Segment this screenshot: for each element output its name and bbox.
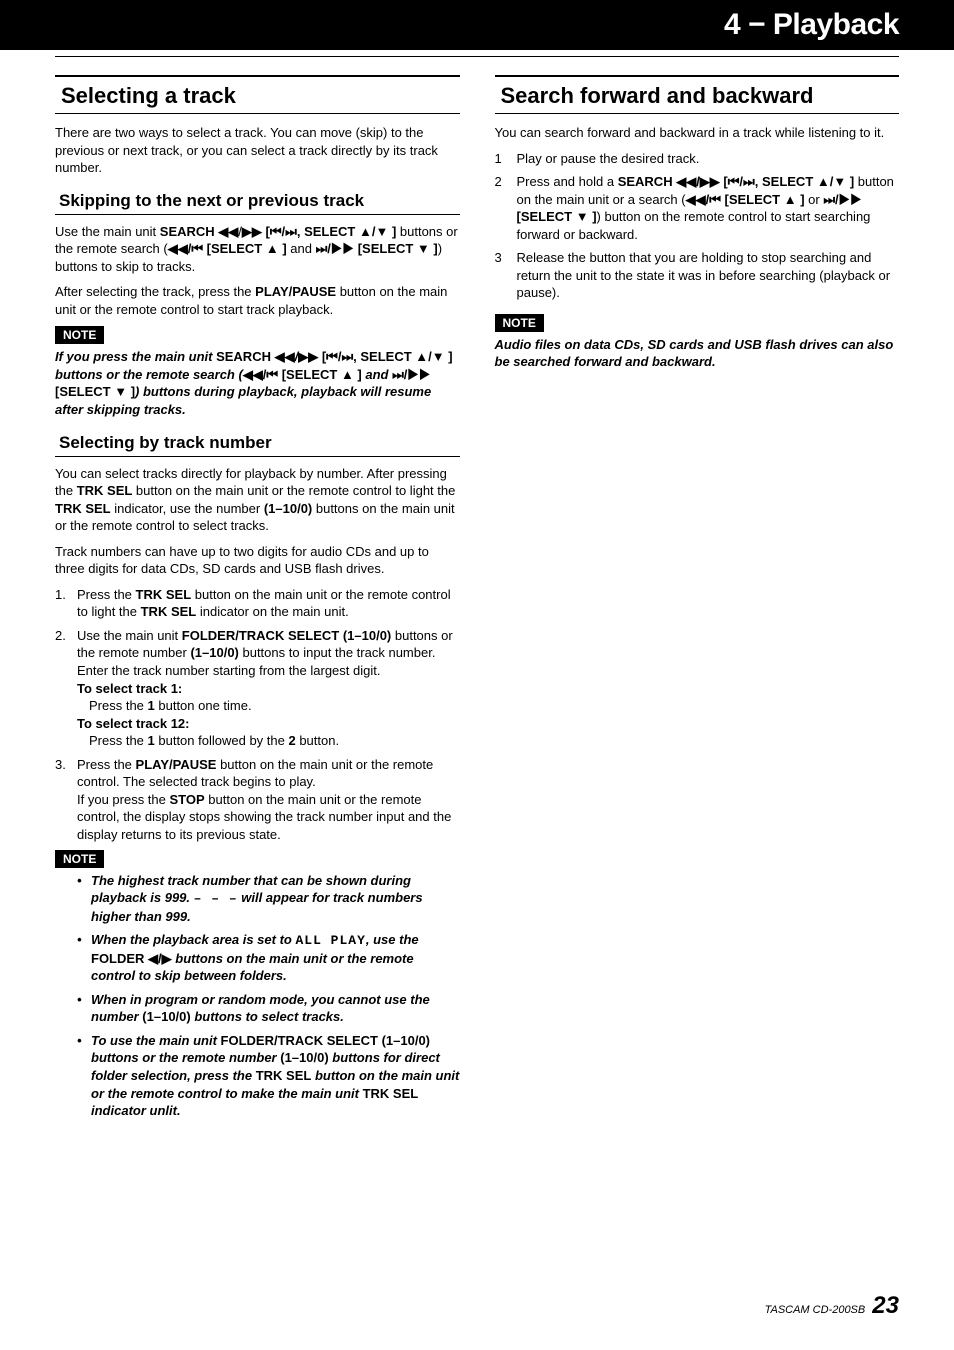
page-footer: TASCAM CD-200SB 23	[765, 1292, 899, 1320]
paragraph: You can search forward and backward in a…	[495, 124, 900, 142]
list-item: Press the PLAY/PAUSE button on the main …	[55, 756, 460, 844]
sub-line: Press the 1 button one time.	[89, 697, 460, 715]
note-label: NOTE	[495, 314, 544, 332]
paragraph: Use the main unit SEARCH ◀◀/▶▶ [⏮/⏭, SEL…	[55, 223, 460, 276]
ordered-list: Press the TRK SEL button on the main uni…	[55, 586, 460, 844]
chapter-header: 4 − Playback	[0, 0, 954, 50]
note-text: Audio files on data CDs, SD cards and US…	[495, 336, 900, 371]
list-item: Use the main unit FOLDER/TRACK SELECT (1…	[55, 627, 460, 750]
note-label: NOTE	[55, 326, 104, 344]
note-label: NOTE	[55, 850, 104, 868]
chapter-title: 4 − Playback	[724, 8, 899, 42]
product-model: TASCAM CD-200SB	[765, 1304, 866, 1316]
list-item: The highest track number that can be sho…	[55, 872, 460, 926]
section-heading: Selecting a track	[55, 75, 460, 114]
list-item: Press and hold a SEARCH ◀◀/▶▶ [⏮/⏭, SELE…	[495, 173, 900, 243]
section-heading: Search forward and backward	[495, 75, 900, 114]
list-item: To use the main unit FOLDER/TRACK SELECT…	[55, 1032, 460, 1120]
sub-heading: To select track 1:	[77, 680, 460, 698]
paragraph: Track numbers can have up to two digits …	[55, 543, 460, 578]
ordered-list: Play or pause the desired track. Press a…	[495, 150, 900, 302]
content-columns: Selecting a track There are two ways to …	[0, 75, 954, 1126]
list-item: When in program or random mode, you cann…	[55, 991, 460, 1026]
right-column: Search forward and backward You can sear…	[495, 75, 900, 1126]
paragraph: You can select tracks directly for playb…	[55, 465, 460, 535]
subsection-heading: Skipping to the next or previous track	[55, 191, 460, 215]
header-rule	[55, 56, 899, 57]
note-bullet-list: The highest track number that can be sho…	[55, 872, 460, 1120]
note-text: If you press the main unit SEARCH ◀◀/▶▶ …	[55, 348, 460, 418]
left-column: Selecting a track There are two ways to …	[55, 75, 460, 1126]
paragraph: There are two ways to select a track. Yo…	[55, 124, 460, 177]
page-number: 23	[872, 1292, 899, 1319]
sub-line: Press the 1 button followed by the 2 but…	[89, 732, 460, 750]
paragraph: After selecting the track, press the PLA…	[55, 283, 460, 318]
list-item: Play or pause the desired track.	[495, 150, 900, 168]
subsection-heading: Selecting by track number	[55, 433, 460, 457]
list-item: Press the TRK SEL button on the main uni…	[55, 586, 460, 621]
sub-heading: To select track 12:	[77, 715, 460, 733]
list-item: When the playback area is set to ALL PLA…	[55, 931, 460, 985]
list-item: Release the button that you are holding …	[495, 249, 900, 302]
